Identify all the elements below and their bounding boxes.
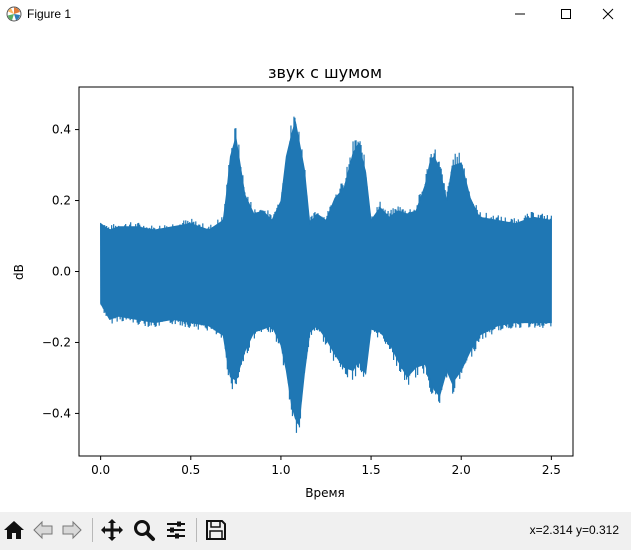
zoom-icon	[134, 520, 155, 541]
home-button[interactable]	[0, 516, 28, 544]
close-icon	[602, 8, 614, 20]
window-title: Figure 1	[27, 7, 72, 21]
figure-canvas[interactable]: звук с шумом 0.0 0.5 1.0 1.5 2.0 2.5 −0.4 −0.2 0…	[0, 28, 631, 506]
minimize-icon	[515, 13, 525, 15]
y-tick-label: −0.2	[42, 335, 71, 349]
x-tick-label: 0.5	[181, 463, 200, 477]
x-tick-label: 2.0	[452, 463, 471, 477]
forward-button[interactable]	[58, 516, 86, 544]
y-tick-label: 0.4	[52, 123, 71, 137]
pan-icon	[101, 519, 123, 541]
y-tick-label: 0.2	[52, 194, 71, 208]
configure-subplots-icon	[167, 521, 185, 539]
signal-envelope	[100, 121, 552, 427]
window-titlebar: Figure 1	[0, 0, 631, 28]
x-tick-label: 2.5	[542, 463, 561, 477]
y-tick-label: 0.0	[52, 265, 71, 279]
back-button[interactable]	[29, 516, 57, 544]
toolbar-separator	[196, 518, 197, 542]
waveform-chart: звук с шумом 0.0 0.5 1.0 1.5 2.0 2.5 −0.4 −0.2 0…	[12, 63, 574, 500]
x-tick-label: 1.5	[362, 463, 381, 477]
y-tick-label: −0.4	[42, 406, 71, 420]
toolbar-separator	[92, 518, 93, 542]
forward-arrow-icon	[62, 520, 82, 540]
configure-subplots-button[interactable]	[162, 516, 190, 544]
navigation-toolbar: x=2.314 y=0.312	[0, 512, 631, 550]
save-icon	[206, 520, 226, 540]
pan-button[interactable]	[98, 516, 126, 544]
x-axis-label: Время	[305, 486, 345, 500]
x-tick-label: 0.0	[91, 463, 110, 477]
zoom-button[interactable]	[130, 516, 158, 544]
chart-title: звук с шумом	[268, 63, 382, 82]
minimize-button[interactable]	[497, 0, 543, 28]
maximize-button[interactable]	[543, 0, 589, 28]
save-button[interactable]	[202, 516, 230, 544]
maximize-icon	[561, 9, 571, 19]
y-axis-label: dB	[12, 264, 26, 280]
back-arrow-icon	[33, 520, 53, 540]
cursor-coordinates: x=2.314 y=0.312	[529, 523, 619, 537]
matplotlib-icon	[6, 6, 22, 22]
close-button[interactable]	[585, 0, 631, 28]
x-tick-label: 1.0	[271, 463, 290, 477]
home-icon	[4, 521, 24, 539]
